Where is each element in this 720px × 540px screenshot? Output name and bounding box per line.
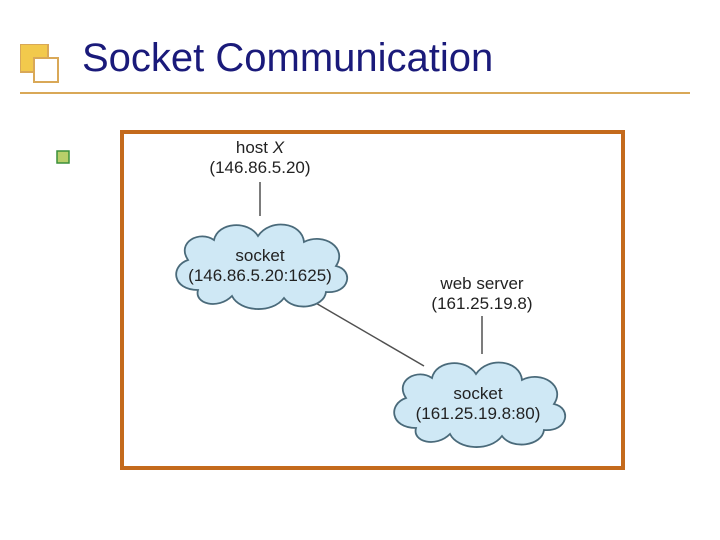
title-bar: Socket Communication — [20, 36, 680, 88]
bullet-icon — [56, 150, 70, 164]
socket-diagram: host X (146.86.5.20) web server (161.25.… — [124, 134, 621, 466]
webserver-label-l1: web server — [402, 274, 562, 294]
cloud-right-l2: (161.25.19.8:80) — [390, 404, 566, 424]
cloud-right-l1: socket — [390, 384, 566, 404]
webserver-label-ip: (161.25.19.8) — [402, 294, 562, 314]
cloud-left-label: socket (146.86.5.20:1625) — [172, 246, 348, 285]
page-title: Socket Communication — [82, 36, 493, 81]
webserver-label: web server (161.25.19.8) — [402, 274, 562, 313]
cloud-right-label: socket (161.25.19.8:80) — [390, 384, 566, 423]
host-label: host X (146.86.5.20) — [180, 138, 340, 177]
host-label-ital: X — [273, 138, 284, 157]
diagram-frame: host X (146.86.5.20) web server (161.25.… — [120, 130, 625, 470]
cloud-left-l2: (146.86.5.20:1625) — [172, 266, 348, 286]
title-accent-icon — [20, 44, 60, 84]
cloud-left-l1: socket — [172, 246, 348, 266]
host-label-pre: host — [236, 138, 273, 157]
title-underline — [20, 92, 690, 94]
host-label-ip: (146.86.5.20) — [180, 158, 340, 178]
